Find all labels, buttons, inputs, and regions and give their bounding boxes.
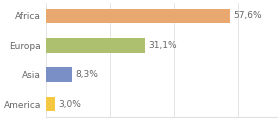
Bar [46,97,55,111]
Text: 8,3%: 8,3% [75,70,98,79]
Text: 31,1%: 31,1% [148,41,177,50]
Bar [46,38,145,53]
Text: 3,0%: 3,0% [58,100,81,109]
Bar [46,67,72,82]
Bar [46,9,230,23]
Text: 57,6%: 57,6% [233,11,262,20]
